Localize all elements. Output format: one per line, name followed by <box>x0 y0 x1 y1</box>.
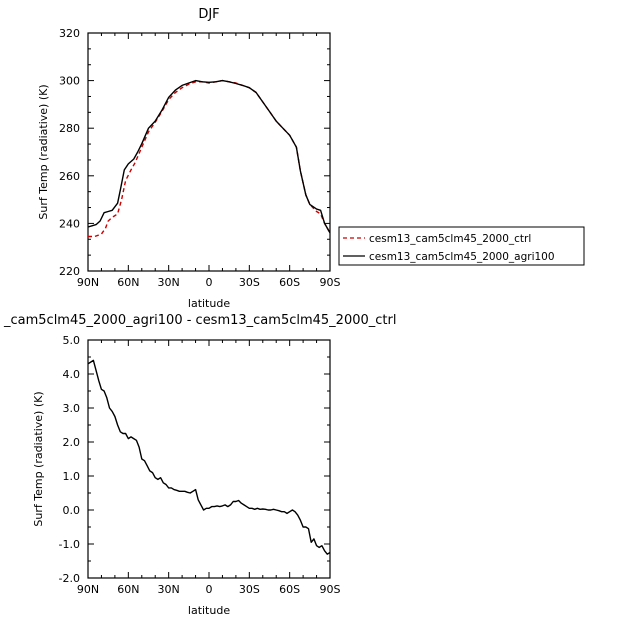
bottom-chart-y-tick-label: 4.0 <box>63 368 81 381</box>
top-chart-series-line-1 <box>87 79 331 234</box>
top-chart-x-tick-label: 0 <box>206 276 213 289</box>
bottom-chart-x-tick-label: 60S <box>279 583 300 596</box>
top-chart-x-axis-label: latitude <box>188 297 230 310</box>
top-chart-x-tick-label: 60S <box>279 276 300 289</box>
legend-box <box>338 226 585 266</box>
top-chart-x-tick-label: 30S <box>239 276 260 289</box>
top-chart-y-tick-label: 300 <box>59 75 80 88</box>
top-chart-y-tick-label: 320 <box>59 27 80 40</box>
bottom-chart-y-axis-label: Surf Temp (radiative) (K) <box>32 391 45 526</box>
bottom-chart-y-tick-label: 5.0 <box>63 334 81 347</box>
top-chart-y-tick-label: 280 <box>59 122 80 135</box>
bottom-chart-plot-frame <box>87 339 331 579</box>
legend-agri100-label: cesm13_cam5clm45_2000_agri100 <box>369 251 555 263</box>
legend: cesm13_cam5clm45_2000_ctrl cesm13_cam5cl… <box>338 226 585 266</box>
bottom-chart-x-tick-label: 60N <box>117 583 139 596</box>
bottom-chart-x-tick-label: 90S <box>320 583 341 596</box>
top-chart-x-tick-label: 30N <box>158 276 180 289</box>
top-chart-x-ticks: 90N 60N 30N 0 30S 60S 90S <box>77 33 341 289</box>
bottom-chart-x-tick-label: 90N <box>77 583 99 596</box>
bottom-chart-y-tick-label: 3.0 <box>63 402 81 415</box>
top-chart-y-tick-label: 260 <box>59 170 80 183</box>
bottom-chart-y-tick-label: 2.0 <box>63 436 81 449</box>
bottom-chart-series-line-0 <box>87 359 331 555</box>
top-chart-y-tick-label: 240 <box>59 217 80 230</box>
bottom-chart-y-tick-label: -1.0 <box>59 538 80 551</box>
bottom-chart-x-tick-label: 0 <box>206 583 213 596</box>
bottom-chart-series-lines <box>87 359 331 555</box>
top-chart-plot-frame <box>87 32 331 272</box>
bottom-chart-x-tick-label: 30N <box>158 583 180 596</box>
top-chart-series-line-0 <box>88 79 331 238</box>
legend-ctrl-label: cesm13_cam5clm45_2000_ctrl <box>369 233 531 245</box>
top-chart-series-lines <box>87 79 331 238</box>
bottom-chart-y-tick-label: 0.0 <box>63 504 81 517</box>
top-chart-x-tick-label: 90S <box>320 276 341 289</box>
bottom-chart: _cam5clm45_2000_agri100 - cesm13_cam5clm… <box>3 313 396 617</box>
top-chart: DJF 90N 60N 30N 0 30S 60S 90S 220 240 260 280 300 3… <box>37 7 341 310</box>
top-chart-y-tick-label: 220 <box>59 265 80 278</box>
top-chart-y-axis-label: Surf Temp (radiative) (K) <box>37 84 50 219</box>
bottom-chart-x-ticks: 90N 60N 30N 0 30S 60S 90S <box>77 340 341 596</box>
bottom-chart-x-tick-label: 30S <box>239 583 260 596</box>
bottom-chart-y-ticks: -2.0 -1.0 0.0 1.0 2.0 3.0 4.0 5.0 <box>59 334 330 585</box>
bottom-chart-title: _cam5clm45_2000_agri100 - cesm13_cam5clm… <box>3 313 396 328</box>
top-chart-y-ticks: 220 240 260 280 300 320 <box>59 27 330 278</box>
top-chart-title: DJF <box>198 7 219 22</box>
bottom-chart-x-axis-label: latitude <box>188 604 230 617</box>
bottom-chart-y-tick-label: 1.0 <box>63 470 81 483</box>
bottom-chart-y-tick-label: -2.0 <box>59 572 80 585</box>
top-chart-x-tick-label: 60N <box>117 276 139 289</box>
top-chart-x-tick-label: 90N <box>77 276 99 289</box>
